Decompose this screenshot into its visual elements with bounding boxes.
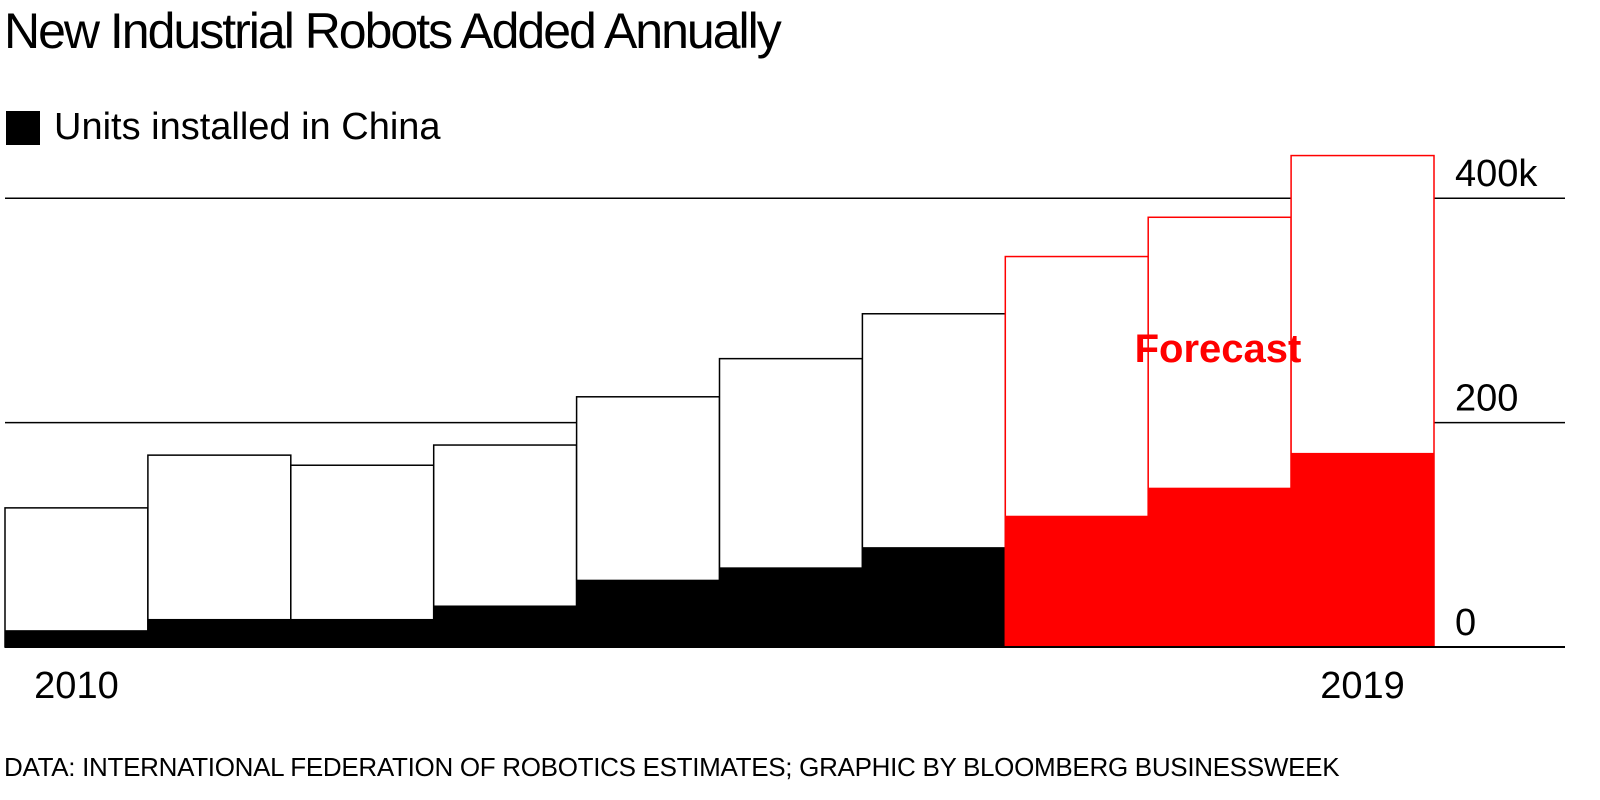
y-tick-label: 0 xyxy=(1455,602,1476,644)
bar-china-2011 xyxy=(147,618,291,647)
x-tick-label: 2010 xyxy=(34,665,119,707)
bar-total-2010 xyxy=(4,507,149,648)
source-note: DATA: INTERNATIONAL FEDERATION OF ROBOTI… xyxy=(4,752,1340,782)
y-tick-label: 400k xyxy=(1455,153,1538,195)
bar-china-2010 xyxy=(5,630,148,647)
bar-china-2019 xyxy=(1291,452,1434,647)
chart-title: New Industrial Robots Added Annually xyxy=(4,3,782,59)
bar-china-2017 xyxy=(1005,515,1149,647)
y-tick-label: 200 xyxy=(1455,378,1518,420)
legend-label: Units installed in China xyxy=(54,106,441,148)
bar-china-2013 xyxy=(433,605,577,647)
bar-china-2016 xyxy=(862,547,1006,647)
legend-swatch xyxy=(6,110,40,145)
bar-china-2014 xyxy=(576,579,720,647)
x-tick-label: 2019 xyxy=(1320,665,1405,707)
forecast-label: Forecast xyxy=(1135,327,1302,371)
bar-total-2012 xyxy=(290,464,435,648)
bar-total-2011 xyxy=(147,454,292,648)
bar-china-2018 xyxy=(1148,487,1292,647)
bar-china-2012 xyxy=(290,618,434,647)
bar-china-2015 xyxy=(719,567,863,647)
legend: Units installed in China xyxy=(6,106,441,149)
